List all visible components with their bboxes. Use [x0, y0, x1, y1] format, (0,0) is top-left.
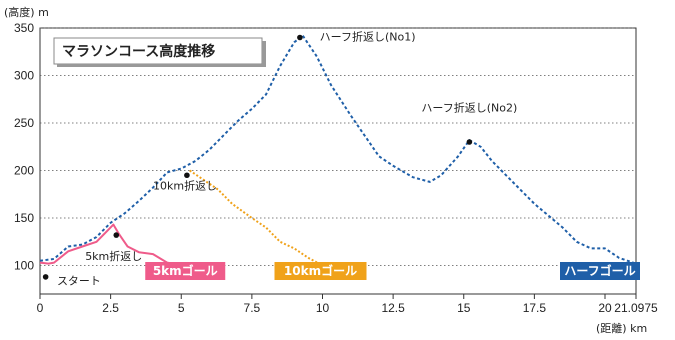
- x-tick-15: 15: [457, 301, 471, 315]
- goal-badge-2: [274, 262, 367, 280]
- y-axis-label: (高度) m: [4, 5, 49, 19]
- x-tick-12.5: 12.5: [381, 301, 405, 315]
- y-tick-labels: 100 150 200 250 300 350: [14, 21, 34, 273]
- x-tick-2.5: 2.5: [102, 301, 119, 315]
- x-tick-5: 5: [178, 301, 185, 315]
- annotation-5: ハーフ折返し(No2): [421, 101, 517, 115]
- x-tick-labels: 0 2.5 5 7.5 10 12.5 15 17.5 20 21.0975: [37, 294, 658, 315]
- goal-badge-3: [560, 262, 640, 280]
- goal-badges: 5kmゴール 10kmゴール ハーフゴール: [145, 262, 640, 280]
- goal-label-3: ハーフゴール: [564, 263, 635, 278]
- grid-lines: [40, 27, 636, 266]
- annotation-1: スタート: [57, 275, 101, 288]
- goal-label-2: 10kmゴール: [284, 263, 357, 278]
- y-tick-350: 350: [14, 21, 34, 35]
- checkpoint-dot-3: [184, 172, 190, 179]
- x-tick-17.5: 17.5: [523, 301, 547, 315]
- y-tick-250: 250: [14, 116, 34, 130]
- y-tick-100: 100: [14, 259, 34, 273]
- y-tick-300: 300: [14, 69, 34, 83]
- x-tick-21.0975: 21.0975: [614, 301, 658, 315]
- checkpoint-dot-1: [42, 274, 49, 280]
- plot-frame: [39, 27, 637, 295]
- checkpoint-dot-5: [466, 139, 473, 145]
- chart-title: マラソンコース高度推移: [62, 43, 215, 60]
- x-tick-10: 10: [316, 301, 330, 315]
- checkpoint-markers: [42, 34, 473, 280]
- series-lines: [39, 34, 637, 267]
- annotation-2: 5km折返し: [85, 249, 142, 263]
- series-line-3: [39, 223, 182, 267]
- x-tick-0: 0: [37, 301, 44, 315]
- series-line-1: [39, 34, 637, 265]
- x-tick-20: 20: [598, 301, 612, 315]
- series-line-2: [189, 169, 323, 267]
- annotation-labels: スタート 5km折返し 10km折返し ハーフ折返し(No1) ハーフ折返し(No2): [57, 29, 517, 287]
- x-axis-label: (距離) km: [596, 321, 647, 335]
- goal-badge-1: [145, 262, 226, 280]
- annotation-4: ハーフ折返し(No1): [320, 29, 416, 43]
- checkpoint-dot-2: [113, 232, 120, 238]
- chart-title-box: マラソンコース高度推移: [53, 37, 266, 67]
- x-tick-7.5: 7.5: [244, 301, 261, 315]
- annotation-3: 10km折返し: [153, 179, 217, 193]
- y-tick-150: 150: [14, 211, 34, 225]
- y-tick-200: 200: [14, 164, 34, 178]
- goal-label-1: 5kmゴール: [153, 263, 218, 278]
- checkpoint-dot-4: [297, 34, 303, 41]
